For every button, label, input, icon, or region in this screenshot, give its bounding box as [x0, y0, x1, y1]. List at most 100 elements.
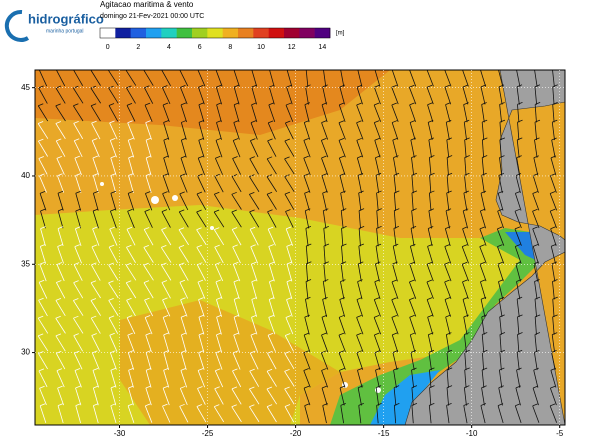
- wind-barb: [481, 387, 485, 406]
- wind-barb: [305, 86, 309, 105]
- wind-barb: [498, 385, 504, 389]
- wind-barb: [338, 138, 345, 141]
- wind-barb: [163, 155, 169, 159]
- wind-barb: [357, 367, 363, 371]
- sea-field-mid: [120, 300, 340, 425]
- wind-barb: [40, 208, 46, 212]
- wind-barb: [231, 176, 242, 193]
- wind-barb: [532, 191, 538, 194]
- map: [35, 67, 565, 425]
- wind-barb: [464, 172, 470, 176]
- wind-barb: [533, 367, 539, 371]
- wind-barb: [429, 175, 432, 194]
- wind-barb: [56, 138, 62, 142]
- wind-barb: [38, 353, 48, 370]
- wind-barb: [534, 104, 537, 123]
- wind-barb: [73, 317, 84, 334]
- wind-barb: [198, 87, 205, 105]
- wind-barb: [127, 120, 133, 124]
- wind-barb: [515, 244, 521, 247]
- wind-barb: [215, 155, 221, 159]
- logo: hidrográfico marinha portugal: [4, 9, 104, 42]
- wind-barb: [163, 140, 169, 158]
- wind-barb: [178, 247, 189, 263]
- wind-barb: [163, 352, 169, 370]
- wind-barb: [249, 156, 255, 160]
- wind-barb: [320, 352, 329, 370]
- wind-barb: [267, 211, 277, 228]
- wind-barb: [409, 334, 416, 353]
- wind-barb: [234, 67, 239, 69]
- wind-barb: [285, 317, 294, 335]
- wind-barb: [445, 122, 450, 141]
- wind-barb: [110, 193, 117, 211]
- wind-barb: [144, 317, 153, 335]
- wind-barb: [499, 137, 506, 141]
- wind-barb: [391, 87, 399, 105]
- wind-barb: [180, 87, 188, 105]
- wind-barb: [56, 350, 62, 354]
- wind-barb: [464, 385, 470, 389]
- wind-barb: [251, 70, 258, 87]
- wind-barb: [145, 120, 151, 123]
- wind-barb: [127, 334, 135, 353]
- wind-barb: [409, 314, 415, 318]
- wind-barb: [108, 70, 119, 86]
- wind-barb: [163, 370, 170, 388]
- wind-barb: [285, 226, 292, 230]
- wind-barb: [376, 402, 382, 406]
- wind-barb: [73, 123, 84, 140]
- wind-barb: [251, 299, 258, 317]
- wind-barb: [515, 261, 521, 265]
- wind-barb: [126, 244, 132, 248]
- wind-barb: [231, 227, 238, 230]
- wind-barb: [338, 157, 346, 176]
- wind-barb: [92, 193, 99, 211]
- wind-barb: [427, 317, 434, 335]
- wind-barb: [57, 387, 65, 406]
- wind-barb: [214, 191, 220, 195]
- wind-barb: [446, 385, 453, 389]
- wind-barb: [249, 406, 260, 423]
- wind-barb: [110, 370, 117, 388]
- wind-barb: [338, 122, 346, 140]
- wind-barb: [391, 102, 397, 106]
- colorbar-segment: [268, 28, 285, 38]
- wind-barb: [57, 246, 64, 264]
- wind-barb: [497, 226, 503, 230]
- wind-barb: [284, 388, 295, 405]
- wind-barb: [161, 227, 167, 230]
- wind-barb: [357, 175, 362, 194]
- wind-barb: [426, 84, 433, 88]
- wind-barb: [445, 314, 451, 318]
- wind-barb: [198, 120, 205, 123]
- colorbar-segment: [207, 28, 223, 38]
- wind-barb: [410, 243, 416, 247]
- wind-barb: [143, 282, 154, 299]
- wind-barb: [357, 173, 364, 176]
- wind-barb: [73, 282, 84, 299]
- wind-barb: [287, 67, 292, 69]
- wind-barb: [340, 281, 345, 300]
- wind-barb: [393, 385, 400, 389]
- wind-barb: [128, 175, 134, 193]
- wind-barb: [481, 385, 487, 389]
- wind-barb: [56, 262, 63, 265]
- wind-barb: [251, 84, 257, 88]
- wind-barb: [162, 297, 168, 301]
- wind-barb: [249, 352, 259, 370]
- wind-barb: [515, 403, 521, 407]
- island: [210, 226, 214, 230]
- wind-barb: [391, 297, 397, 301]
- wind-barb: [284, 353, 295, 370]
- wind-barb: [499, 139, 502, 158]
- wind-barb: [233, 70, 240, 87]
- wind-barb: [57, 403, 64, 407]
- wind-barb: [215, 137, 222, 141]
- wind-barb: [108, 298, 114, 301]
- wind-barb: [110, 157, 117, 176]
- wind-barb: [462, 299, 469, 317]
- wind-barb: [232, 368, 238, 372]
- wind-barb: [40, 210, 46, 229]
- wind-barb: [517, 104, 520, 123]
